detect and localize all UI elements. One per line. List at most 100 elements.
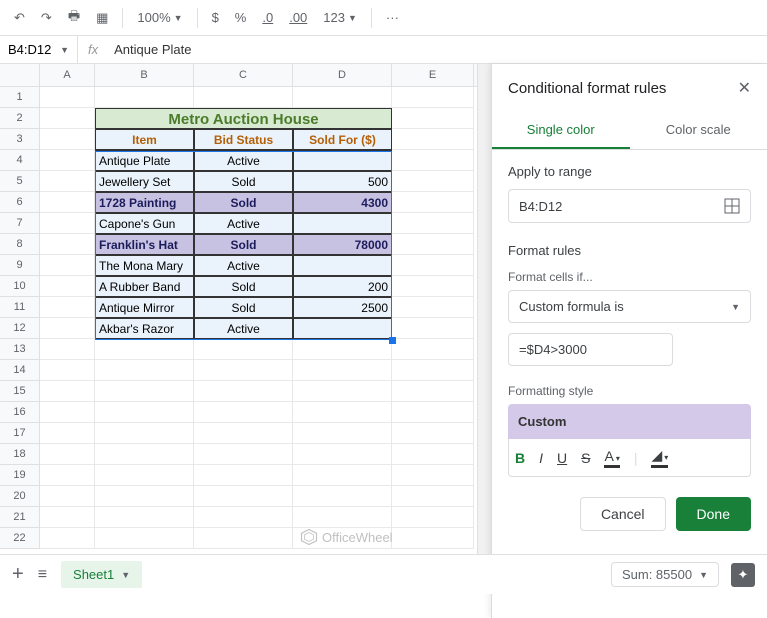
print-icon[interactable]: 🖶 (62, 3, 86, 33)
row-header[interactable]: 21 (0, 507, 40, 528)
table-cell: The Mona Mary (95, 255, 194, 276)
row-header[interactable]: 8 (0, 234, 40, 255)
footer: + ≡ Sheet1▼ Sum: 85500▼ ✦ (0, 554, 767, 594)
style-preview: Custom (508, 404, 751, 439)
col-header[interactable]: A (40, 64, 95, 86)
format-rules-label: Format rules (508, 243, 751, 258)
row-header[interactable]: 10 (0, 276, 40, 297)
close-icon[interactable]: ✕ (738, 78, 751, 98)
table-cell: Akbar's Razor (95, 318, 194, 339)
selection-handle[interactable] (389, 337, 396, 344)
formatting-style-label: Formatting style (508, 384, 751, 398)
col-header[interactable]: E (392, 64, 474, 86)
italic-icon[interactable]: I (539, 450, 543, 466)
table-header: Bid Status (194, 129, 293, 150)
tab-single-color[interactable]: Single color (492, 112, 630, 149)
fx-icon: fx (78, 42, 108, 57)
row-header[interactable]: 17 (0, 423, 40, 444)
text-color-icon[interactable]: A▾ (604, 448, 619, 468)
cancel-button[interactable]: Cancel (580, 497, 666, 531)
logo-icon (300, 528, 318, 546)
table-cell: Capone's Gun (95, 213, 194, 234)
row-header[interactable]: 12 (0, 318, 40, 339)
formula-field[interactable]: =$D4>3000 (508, 333, 673, 366)
table-cell (293, 318, 392, 339)
add-sheet-icon[interactable]: + (12, 563, 24, 586)
grid-select-icon[interactable] (724, 198, 740, 214)
table-cell: Active (194, 318, 293, 339)
table-cell: 78000 (293, 234, 392, 255)
table-cell: Active (194, 150, 293, 171)
formula-input[interactable]: Antique Plate (108, 42, 197, 57)
sum-display[interactable]: Sum: 85500▼ (611, 562, 719, 587)
table-cell: Sold (194, 171, 293, 192)
zoom-select[interactable]: 100%▼ (131, 6, 188, 29)
undo-icon[interactable]: ↶ (8, 6, 31, 30)
paint-format-icon[interactable]: ▦ (90, 6, 114, 30)
row-header[interactable]: 15 (0, 381, 40, 402)
format-select[interactable]: 123▼ (317, 6, 363, 29)
row-header[interactable]: 9 (0, 255, 40, 276)
row-header[interactable]: 3 (0, 129, 40, 150)
condition-select[interactable]: Custom formula is ▼ (508, 290, 751, 323)
table-cell: Sold (194, 234, 293, 255)
table-cell: Active (194, 213, 293, 234)
strikethrough-icon[interactable]: S (581, 450, 590, 466)
row-header[interactable]: 11 (0, 297, 40, 318)
range-input[interactable]: B4:D12 (508, 189, 751, 223)
name-box[interactable]: B4:D12▼ (0, 36, 78, 63)
percent-btn[interactable]: % (229, 6, 253, 29)
tab-color-scale[interactable]: Color scale (630, 112, 767, 149)
select-all-corner[interactable] (0, 64, 40, 86)
table-cell: 4300 (293, 192, 392, 213)
table-cell: Franklin's Hat (95, 234, 194, 255)
row-header[interactable]: 16 (0, 402, 40, 423)
table-cell: 1728 Painting (95, 192, 194, 213)
table-cell (293, 150, 392, 171)
watermark: OfficeWheel (300, 528, 393, 546)
vertical-scrollbar[interactable] (477, 64, 491, 554)
currency-btn[interactable]: $ (206, 6, 225, 29)
all-sheets-icon[interactable]: ≡ (38, 566, 47, 584)
decrease-decimal-btn[interactable]: .0 (256, 6, 279, 29)
table-cell: 200 (293, 276, 392, 297)
apply-range-label: Apply to range (508, 164, 751, 179)
row-header[interactable]: 6 (0, 192, 40, 213)
table-cell: Sold (194, 297, 293, 318)
table-header: Item (95, 129, 194, 150)
row-header[interactable]: 2 (0, 108, 40, 129)
row-header[interactable]: 1 (0, 87, 40, 108)
table-cell: Jewellery Set (95, 171, 194, 192)
col-header[interactable]: D (293, 64, 392, 86)
row-header[interactable]: 18 (0, 444, 40, 465)
col-header[interactable]: C (194, 64, 293, 86)
table-header: Sold For ($) (293, 129, 392, 150)
spreadsheet-grid[interactable]: A B C D E 12 Metro Auction House 3 ItemBid … (0, 64, 477, 554)
row-header[interactable]: 14 (0, 360, 40, 381)
bold-icon[interactable]: B (515, 450, 525, 466)
format-cells-if-label: Format cells if... (508, 270, 751, 284)
col-header[interactable]: B (95, 64, 194, 86)
row-header[interactable]: 7 (0, 213, 40, 234)
done-button[interactable]: Done (676, 497, 751, 531)
table-cell: Antique Plate (95, 150, 194, 171)
table-title: Metro Auction House (95, 108, 392, 129)
row-header[interactable]: 5 (0, 171, 40, 192)
increase-decimal-btn[interactable]: .00 (283, 6, 313, 29)
table-cell: A Rubber Band (95, 276, 194, 297)
row-header[interactable]: 4 (0, 150, 40, 171)
row-header[interactable]: 22 (0, 528, 40, 549)
more-tools-icon[interactable]: ··· (380, 6, 405, 29)
redo-icon[interactable]: ↷ (35, 6, 58, 30)
fill-color-icon[interactable]: ◢▾ (651, 447, 668, 468)
underline-icon[interactable]: U (557, 450, 567, 466)
row-header[interactable]: 19 (0, 465, 40, 486)
row-header[interactable]: 20 (0, 486, 40, 507)
table-cell (293, 213, 392, 234)
explore-icon[interactable]: ✦ (731, 563, 755, 587)
sheet-tab[interactable]: Sheet1▼ (61, 561, 142, 588)
row-header[interactable]: 13 (0, 339, 40, 360)
table-cell: 2500 (293, 297, 392, 318)
table-cell: Active (194, 255, 293, 276)
panel-title: Conditional format rules (508, 80, 666, 97)
